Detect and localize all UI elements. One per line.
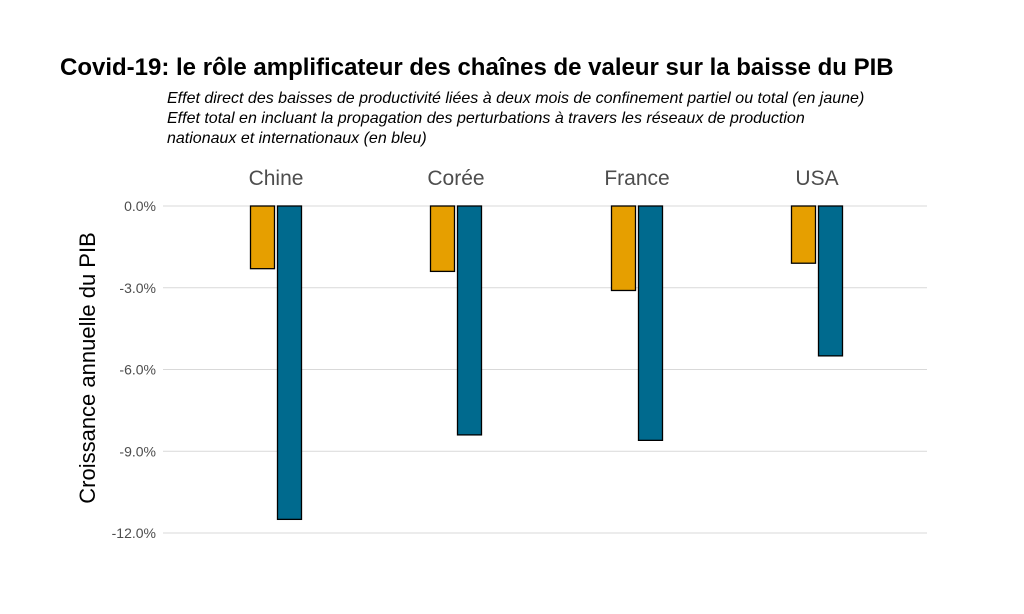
bar	[456, 205, 483, 436]
bar	[429, 205, 456, 273]
bar	[249, 205, 276, 270]
facet-label: USA	[795, 167, 838, 190]
bar	[637, 205, 664, 442]
subtitle-line: Effet direct des baisses de productivité…	[167, 90, 865, 107]
bar	[276, 205, 303, 521]
y-tick-label: -12.0%	[112, 525, 156, 541]
subtitle-line: Effet total en incluant la propagation d…	[167, 110, 805, 127]
bar	[610, 205, 637, 292]
facet-label: Corée	[427, 167, 484, 190]
subtitle-line: nationaux et internationaux (en bleu)	[167, 130, 427, 147]
y-tick-label: -6.0%	[119, 362, 156, 378]
facet-label: Chine	[249, 167, 304, 190]
y-tick-label: 0.0%	[124, 198, 156, 214]
chart-subtitle: Effet direct des baisses de productivité…	[167, 89, 864, 149]
y-tick-label: -9.0%	[119, 443, 156, 459]
chart-title: Covid-19: le rôle amplificateur des chaî…	[60, 54, 894, 81]
facet-label: France	[604, 167, 669, 190]
y-tick-label: -3.0%	[119, 280, 156, 296]
bar	[817, 205, 844, 357]
bar	[790, 205, 817, 264]
